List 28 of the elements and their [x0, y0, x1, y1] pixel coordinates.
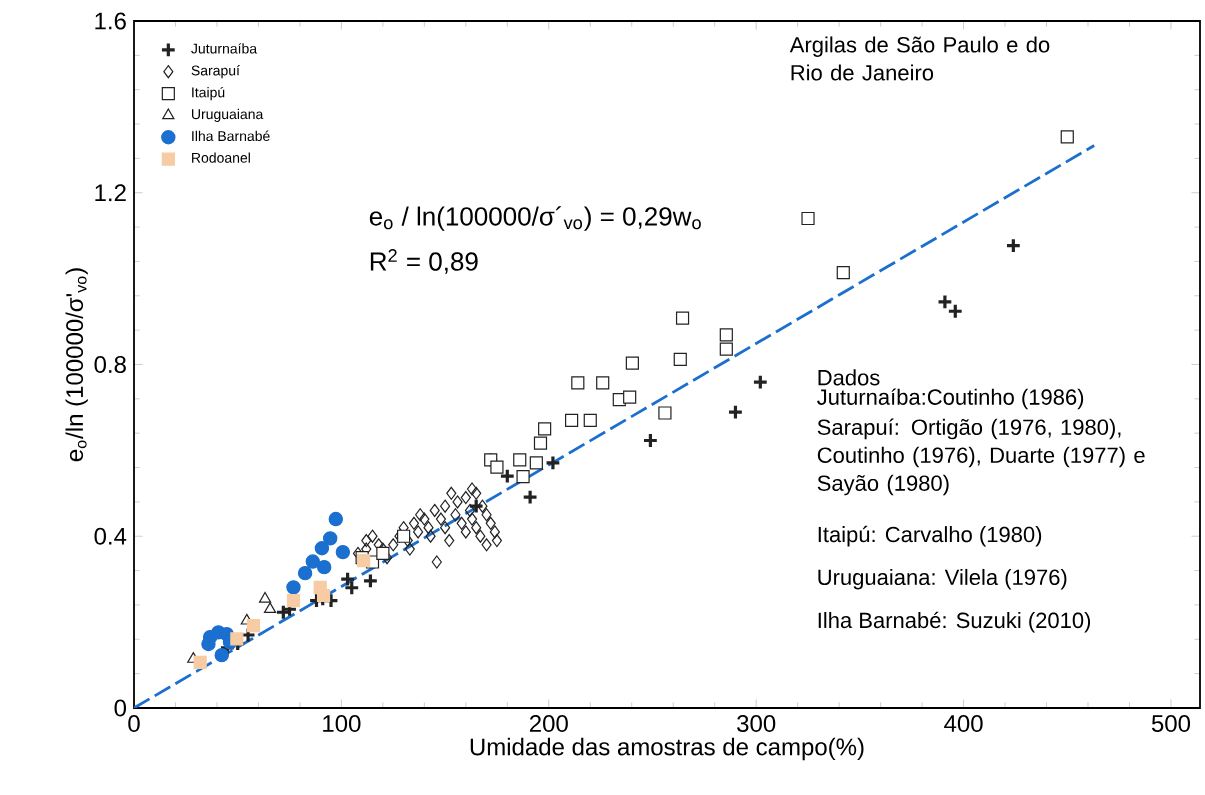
- legend-label: Itaipú: [192, 86, 225, 101]
- x-axis-title: Umidade das amostras de campo(%): [470, 737, 864, 761]
- x-tick-label: 400: [944, 715, 983, 733]
- annotation: Ilha Barnabé: Suzuki (2010): [818, 611, 1091, 633]
- annotation: e$_{o}$ / ln(100000/σ´$_{vo}$) = 0,29w$_{o}$: [369, 206, 701, 231]
- annotation: Sarapuí: Ortigão (1976, 1980), Coutinho (1976), Duarte (1977) e Sayão (1980): [817, 418, 1145, 496]
- x-tick-label: 300: [737, 715, 776, 733]
- x-tick-label: 200: [529, 715, 568, 733]
- legend-label: Juturnaíba: [191, 43, 258, 54]
- annotation: Dados: [818, 369, 880, 386]
- y-tick-label: 1.6: [95, 12, 126, 30]
- annotation: Uruguaiana: Vilela (1976): [818, 568, 1067, 590]
- annotation: Argilas de São Paulo e do Rio de Janeiro: [789, 36, 1050, 81]
- x-tick-label: 100: [323, 715, 361, 733]
- legend-label: Rodoanel: [192, 152, 250, 163]
- legend-label: Sarapuí: [191, 65, 240, 79]
- annotation: R$^{2}$ = 0,89: [370, 249, 478, 274]
- y-tick-label: 1.2: [95, 184, 126, 202]
- annotation: Itaipú: Carvalho (1980): [818, 525, 1042, 547]
- legend-label: Ilha Barnabé: [192, 130, 270, 142]
- x-tick-label: 500: [1151, 715, 1191, 733]
- x-tick-label: 0: [128, 715, 140, 733]
- annotation: Juturnaíba:Coutinho (1986): [817, 388, 1084, 410]
- y-axis-title: e$_{o}$/ln (100000/σ'$_{vo}$): [65, 268, 88, 462]
- legend-label: Uruguaiana: [191, 108, 264, 122]
- y-tick-label: 0.4: [94, 527, 127, 545]
- y-tick-label: 0.8: [94, 356, 126, 373]
- y-tick-label: 0: [114, 699, 127, 717]
